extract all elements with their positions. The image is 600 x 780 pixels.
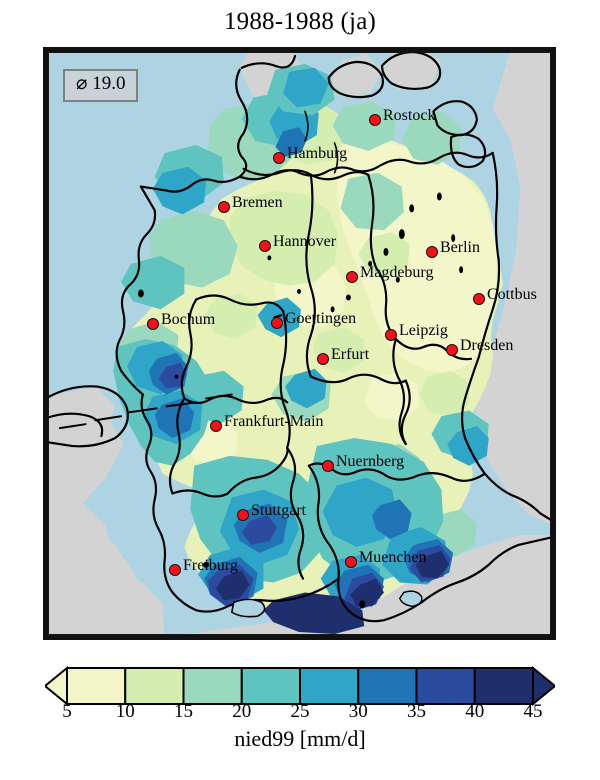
colorbar-extend-max (532, 666, 555, 706)
colorbar[interactable]: 5 10 15 20 25 30 35 40 45 (45, 666, 555, 721)
colorbar-tick-label: 30 (348, 701, 368, 722)
map-axes[interactable]: ⌀ 19.0 Rostock Hamburg Bremen Hannover B… (43, 47, 556, 640)
colorbar-segment (182, 667, 243, 705)
colorbar-swatches[interactable] (45, 666, 555, 706)
colorbar-tick-label: 40 (465, 701, 485, 722)
city-label: Hannover (273, 233, 337, 250)
city-label: Berlin (440, 239, 480, 256)
colorbar-tick-label: 20 (232, 701, 252, 722)
precipitation-contour-map (46, 50, 553, 637)
page-title: 1988-1988 (ja) (223, 8, 377, 35)
colorbar-segment (357, 667, 418, 705)
city-dot (426, 246, 438, 258)
city-label: Erfurt (331, 346, 370, 363)
city-dot (385, 329, 397, 341)
colorbar-tick-label: 15 (174, 701, 193, 722)
city-label: Frankfurt-Main (224, 413, 324, 430)
colorbar-tick-labels: 5 10 15 20 25 30 35 40 45 (45, 702, 555, 728)
colorbar-tick-label: 45 (523, 701, 543, 722)
city-label: Bochum (161, 311, 216, 328)
city-dot (317, 353, 329, 365)
colorbar-segment (66, 667, 127, 705)
city-dot (259, 240, 271, 252)
city-label: Leipzig (399, 322, 448, 339)
city-dot (273, 152, 285, 164)
city-dot (369, 114, 381, 126)
city-dot (271, 317, 283, 329)
colorbar-extend-min (45, 666, 68, 706)
colorbar-tick-label: 25 (290, 701, 310, 722)
city-dot (345, 556, 357, 568)
city-label: Stuttgart (251, 502, 307, 519)
colorbar-segment (415, 667, 476, 705)
mean-annotation-box: ⌀ 19.0 (63, 69, 139, 102)
city-dot (210, 420, 222, 432)
city-dot (237, 509, 249, 521)
city-label: Goettingen (285, 310, 357, 327)
colorbar-segment (473, 667, 534, 705)
city-dot (169, 564, 181, 576)
city-dot (147, 318, 159, 330)
colorbar-title: nied99 [mm/d] (234, 726, 366, 751)
city-dot (322, 460, 334, 472)
city-dot (218, 201, 230, 213)
colorbar-tick-label: 35 (407, 701, 426, 722)
colorbar-segment (124, 667, 185, 705)
city-label: Magdeburg (360, 264, 434, 281)
mean-annotation-label: ⌀ 19.0 (76, 73, 126, 94)
colorbar-tick-label: 10 (115, 701, 135, 722)
colorbar-tick-label: 5 (62, 701, 72, 722)
city-label: Bremen (232, 194, 283, 211)
city-label: Nuernberg (336, 453, 405, 470)
city-dot (346, 271, 358, 283)
city-dot (446, 344, 458, 356)
city-label: Cottbus (487, 286, 537, 303)
city-label: Muenchen (359, 549, 427, 566)
city-label: Freiburg (183, 557, 238, 574)
colorbar-segment (299, 667, 360, 705)
city-label: Dresden (460, 337, 514, 354)
city-dot (473, 293, 485, 305)
city-label: Hamburg (287, 145, 348, 162)
city-label: Rostock (383, 107, 436, 124)
colorbar-segment (240, 667, 301, 705)
